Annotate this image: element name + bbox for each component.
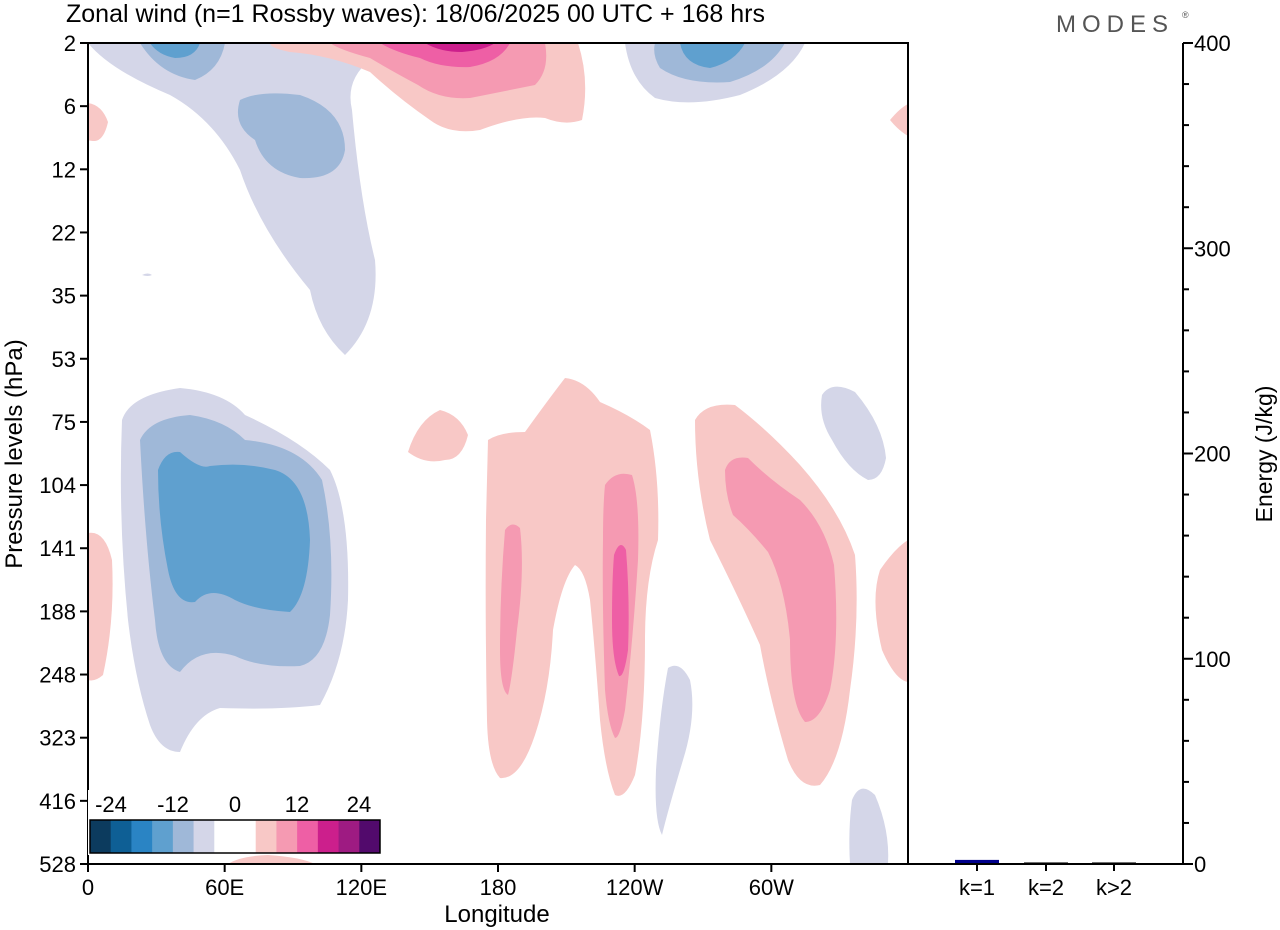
longitude-tick-label: 180 — [480, 875, 517, 900]
colorbar-tick-label: -12 — [157, 792, 189, 817]
colorbar-swatch — [276, 820, 298, 853]
negative-region-upper-right — [625, 43, 805, 103]
pressure-tick-label: 141 — [39, 536, 76, 561]
negative-region-misc — [142, 273, 889, 864]
colorbar-swatch — [131, 820, 153, 853]
colorbar-swatch — [359, 820, 381, 853]
energy-category-label: k=2 — [1028, 875, 1064, 900]
colorbar-swatch — [297, 820, 319, 853]
pressure-axis: 2 6 12 22 35 53 75 104 141 188 248 323 416 528 — [39, 31, 88, 877]
pressure-tick-label: 104 — [39, 473, 76, 498]
colorbar-swatch — [317, 820, 340, 853]
longitude-tick-label: 120E — [336, 875, 387, 900]
brand-mark: ® — [1182, 10, 1189, 20]
colorbar-swatch — [172, 820, 195, 853]
pressure-tick-label: 2 — [64, 31, 76, 56]
colorbar-tick-label: 12 — [285, 792, 309, 817]
energy-tick-label: 400 — [1194, 31, 1231, 56]
energy-axis-label: Energy (J/kg) — [1251, 386, 1277, 523]
x-axis-label: Longitude — [444, 901, 549, 928]
energy-tick-label: 100 — [1194, 647, 1231, 672]
heatmap-field — [88, 43, 908, 864]
pressure-tick-label: 248 — [39, 663, 76, 688]
colorbar-tick-label: -24 — [95, 792, 127, 817]
negative-region-upper — [88, 43, 380, 355]
negative-region-lower — [120, 388, 349, 752]
pressure-tick-label: 53 — [52, 347, 76, 372]
colorbar-border — [89, 819, 381, 854]
longitude-tick-label: 60W — [749, 875, 794, 900]
chart-title: Zonal wind (n=1 Rossby waves): 18/06/202… — [66, 0, 765, 28]
colorbar-legend: -24 -12 0 12 24 — [88, 790, 382, 855]
pressure-tick-label: 323 — [39, 726, 76, 751]
energy-category-label: k=1 — [959, 875, 995, 900]
colorbar-tick-label: 0 — [229, 792, 241, 817]
longitude-tick-label: 0 — [82, 875, 94, 900]
energy-tick-label: 300 — [1194, 236, 1231, 261]
pressure-tick-label: 188 — [39, 599, 76, 624]
colorbar-swatch — [235, 820, 257, 853]
positive-region-right — [695, 104, 908, 786]
energy-bar — [955, 859, 999, 864]
longitude-tick-label: 60E — [205, 875, 244, 900]
colorbar-swatch — [255, 820, 277, 853]
colorbar-tick-label: 24 — [347, 792, 371, 817]
longitude-axis: 0 60E 120E 180 120W 60W — [82, 864, 794, 900]
colorbar-swatch — [90, 820, 112, 853]
energy-bar-panel: 0 100 200 300 400 k=1 k=2 k>2 — [955, 31, 1231, 900]
colorbar-swatch — [152, 820, 174, 853]
pressure-tick-label: 12 — [52, 157, 76, 182]
pressure-tick-label: 528 — [39, 852, 76, 877]
positive-region-upper — [270, 43, 586, 132]
colorbar-swatch — [338, 820, 360, 853]
positive-region-center — [408, 378, 659, 796]
pressure-tick-label: 6 — [64, 94, 76, 119]
pressure-tick-label: 22 — [52, 220, 76, 245]
pressure-tick-label: 75 — [52, 410, 76, 435]
colorbar-swatch — [193, 820, 215, 853]
pressure-tick-label: 35 — [52, 284, 76, 309]
positive-region-left — [88, 103, 315, 864]
brand-logo: MODES — [1056, 11, 1174, 38]
colorbar-swatch — [110, 820, 132, 853]
pressure-tick-label: 416 — [39, 789, 76, 814]
energy-tick-label: 0 — [1194, 852, 1206, 877]
energy-tick-label: 200 — [1194, 442, 1231, 467]
colorbar-swatch — [214, 820, 236, 853]
energy-category-label: k>2 — [1096, 875, 1132, 900]
y-axis-label: Pressure levels (hPa) — [1, 339, 28, 568]
longitude-tick-label: 120W — [606, 875, 664, 900]
